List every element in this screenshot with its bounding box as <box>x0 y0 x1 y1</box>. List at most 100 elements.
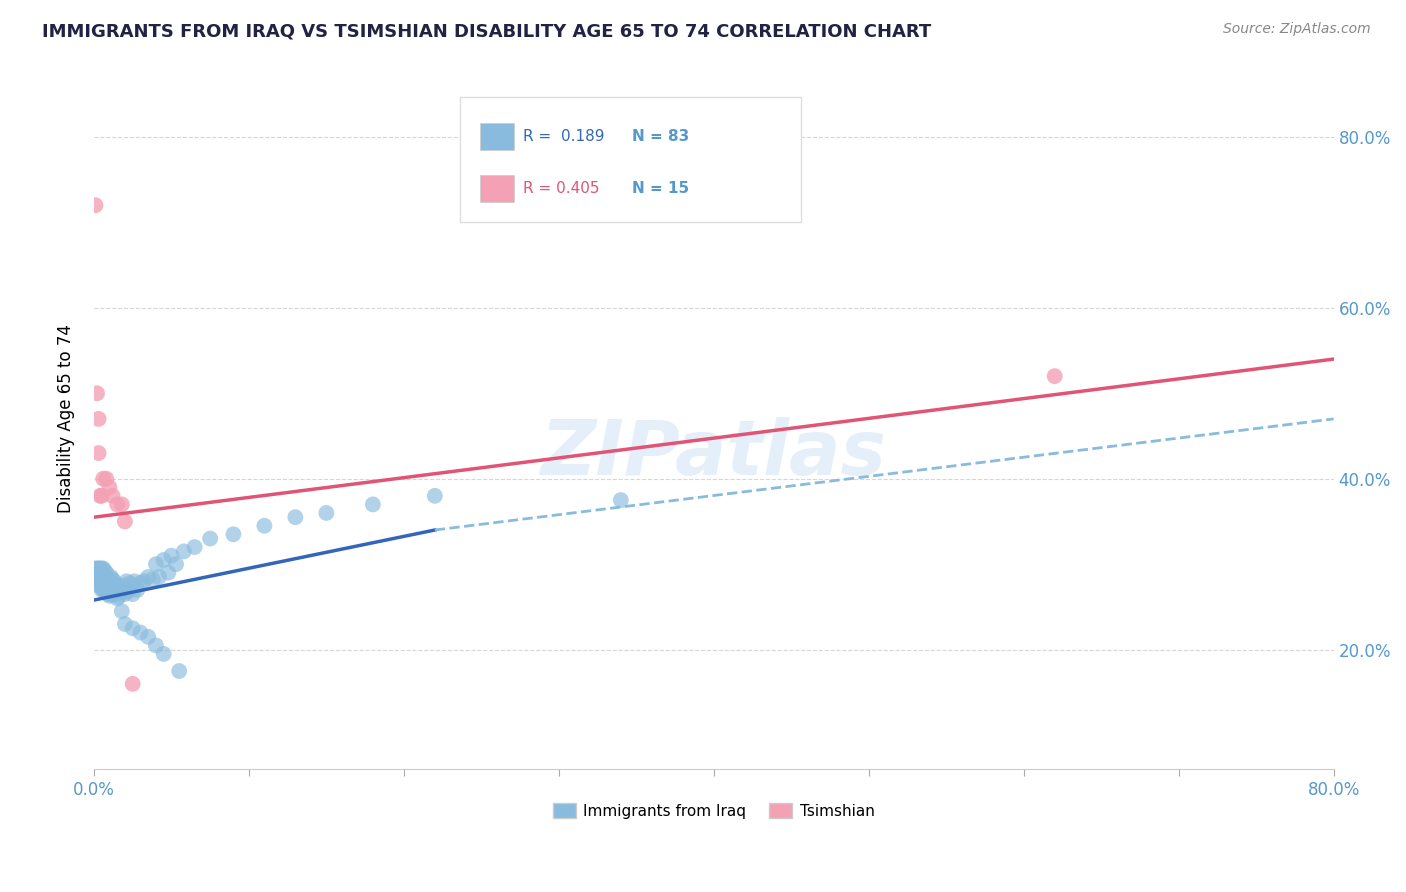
Point <box>86 566 108 580</box>
Point <box>86 386 108 401</box>
Point <box>121 587 143 601</box>
Legend: Immigrants from Iraq, Tsimshian: Immigrants from Iraq, Tsimshian <box>547 797 880 825</box>
Point <box>87 561 110 575</box>
Point <box>89 566 111 580</box>
Text: N = 83: N = 83 <box>631 129 689 145</box>
Point <box>110 581 132 595</box>
Point <box>90 566 112 580</box>
Y-axis label: Disability Age 65 to 74: Disability Age 65 to 74 <box>58 325 75 514</box>
Point <box>253 518 276 533</box>
Point <box>84 561 107 575</box>
Point <box>148 570 170 584</box>
Point <box>1043 369 1066 384</box>
Point <box>103 574 125 589</box>
Point <box>91 576 114 591</box>
Point <box>101 489 124 503</box>
Point <box>117 584 139 599</box>
Point <box>129 625 152 640</box>
Point <box>127 582 149 597</box>
Point <box>87 578 110 592</box>
Point <box>132 574 155 589</box>
Point <box>222 527 245 541</box>
Point <box>86 574 108 589</box>
Point <box>361 497 384 511</box>
Point <box>101 584 124 599</box>
Point <box>96 472 118 486</box>
Point <box>94 582 117 597</box>
Point <box>198 532 221 546</box>
Point <box>167 664 190 678</box>
Point <box>89 570 111 584</box>
Point <box>142 573 165 587</box>
Point <box>90 574 112 589</box>
Text: N = 15: N = 15 <box>631 181 689 196</box>
Point <box>105 578 128 592</box>
Point <box>87 566 110 580</box>
Point <box>84 198 107 212</box>
Point <box>114 515 136 529</box>
Text: R = 0.405: R = 0.405 <box>523 181 600 196</box>
Point <box>118 576 141 591</box>
Point <box>111 584 134 599</box>
Point <box>91 570 114 584</box>
Point <box>100 570 122 584</box>
Point <box>90 582 112 597</box>
Point <box>89 489 111 503</box>
Point <box>111 604 134 618</box>
Point <box>105 591 128 606</box>
Point <box>121 677 143 691</box>
Text: IMMIGRANTS FROM IRAQ VS TSIMSHIAN DISABILITY AGE 65 TO 74 CORRELATION CHART: IMMIGRANTS FROM IRAQ VS TSIMSHIAN DISABI… <box>42 22 931 40</box>
Point <box>98 574 121 589</box>
Point <box>145 639 167 653</box>
Point <box>86 561 108 575</box>
Point <box>129 576 152 591</box>
Point <box>115 574 138 589</box>
Point <box>96 566 118 580</box>
Point <box>145 558 167 572</box>
Point <box>136 570 159 584</box>
Point <box>173 544 195 558</box>
Point <box>97 587 120 601</box>
Point <box>96 576 118 591</box>
Point <box>91 472 114 486</box>
Point <box>97 574 120 589</box>
Point <box>157 566 180 580</box>
Point <box>101 573 124 587</box>
Point <box>136 630 159 644</box>
Point <box>165 558 187 572</box>
Point <box>114 587 136 601</box>
Point <box>114 617 136 632</box>
Point <box>91 582 114 597</box>
Point <box>84 570 107 584</box>
Point <box>91 561 114 575</box>
Point <box>160 549 183 563</box>
Point <box>152 553 174 567</box>
Point <box>87 412 110 426</box>
Point <box>98 589 121 603</box>
Point <box>87 574 110 589</box>
Point <box>96 584 118 599</box>
Point <box>610 493 633 508</box>
Point <box>89 561 111 575</box>
Point <box>84 566 107 580</box>
Point <box>107 590 129 604</box>
Text: R =  0.189: R = 0.189 <box>523 129 605 145</box>
Point <box>105 497 128 511</box>
Point <box>103 587 125 601</box>
Point <box>98 480 121 494</box>
Point <box>284 510 307 524</box>
Point <box>90 561 112 575</box>
Point <box>87 446 110 460</box>
Point <box>152 647 174 661</box>
Point <box>111 497 134 511</box>
Point <box>122 574 145 589</box>
Point <box>87 570 110 584</box>
Point <box>423 489 446 503</box>
Point <box>89 578 111 592</box>
Text: Source: ZipAtlas.com: Source: ZipAtlas.com <box>1223 22 1371 37</box>
Point <box>94 564 117 578</box>
Point <box>183 540 205 554</box>
Point <box>100 587 122 601</box>
Point <box>112 578 135 592</box>
Point <box>94 574 117 589</box>
